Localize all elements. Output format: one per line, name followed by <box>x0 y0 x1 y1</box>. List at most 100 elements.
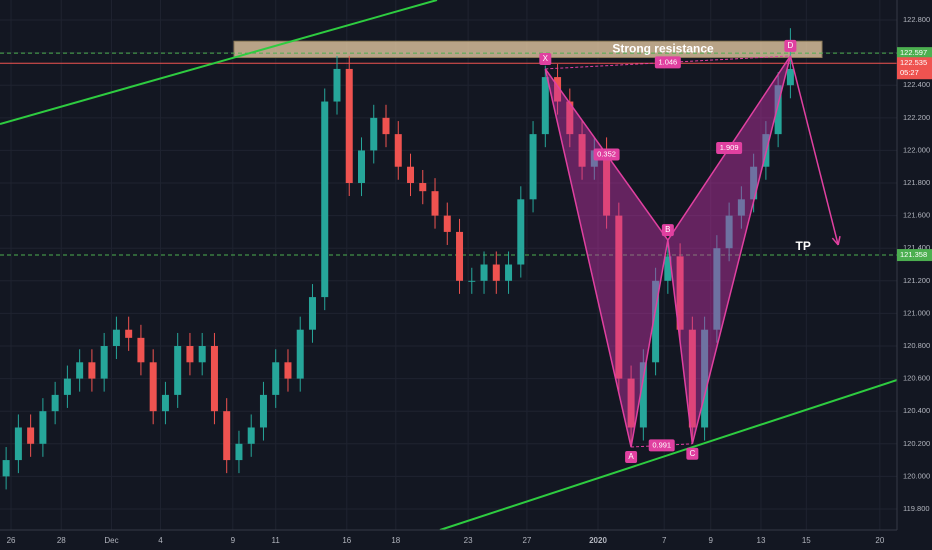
point-label: X <box>543 54 549 63</box>
price-label: 122.597 <box>900 48 927 57</box>
price-label: 121.358 <box>900 250 927 259</box>
y-tick-label: 121.600 <box>903 211 930 220</box>
candle-body <box>480 264 488 281</box>
point-label: C <box>689 449 695 458</box>
y-tick-label: 120.600 <box>903 374 930 383</box>
x-tick-label: 9 <box>231 536 236 545</box>
candle-body <box>688 329 696 428</box>
candle-body <box>468 280 476 282</box>
price-label-box <box>897 47 932 60</box>
candle-body <box>333 68 341 102</box>
candle-body <box>554 77 562 102</box>
target-arrow <box>789 55 839 246</box>
candle-body <box>284 362 292 379</box>
price-label-box <box>897 57 932 80</box>
candle-body <box>161 394 169 412</box>
arrow-head <box>831 237 839 246</box>
x-tick-label: Dec <box>104 536 118 545</box>
candle-body <box>63 378 71 395</box>
candle-body <box>137 337 145 363</box>
candle-body <box>100 345 108 379</box>
candle-body <box>541 77 549 135</box>
candle-body <box>443 215 451 232</box>
x-tick-label: 28 <box>57 536 66 545</box>
point-box <box>686 447 699 460</box>
candle-body <box>357 150 365 184</box>
candle-body <box>407 166 415 184</box>
candle-body <box>750 166 758 200</box>
candle-body <box>456 231 464 281</box>
candle-body <box>419 183 427 192</box>
candle-body <box>394 134 402 167</box>
x-tick-label: 13 <box>757 536 766 545</box>
candle-body <box>345 68 353 184</box>
candle-body <box>492 264 500 281</box>
candle-body <box>774 85 782 135</box>
trend-line <box>439 379 898 531</box>
y-tick-label: 120.400 <box>903 406 930 415</box>
candle-body <box>639 362 647 428</box>
candle-body <box>321 101 329 298</box>
candle-body <box>88 362 96 379</box>
ratio-box <box>593 148 620 161</box>
ratio-label: 0.352 <box>597 149 616 158</box>
candle-body <box>272 362 280 395</box>
candle-body <box>701 329 709 428</box>
x-tick-label: 23 <box>464 536 473 545</box>
candle-body <box>517 199 525 265</box>
candle-body <box>382 117 390 135</box>
x-tick-label: 18 <box>391 536 400 545</box>
candle-body <box>713 248 721 330</box>
point-box <box>661 224 674 237</box>
x-tick-label: 7 <box>662 536 667 545</box>
candle-body <box>578 134 586 167</box>
candle-body <box>247 427 255 444</box>
point-label: B <box>665 225 670 234</box>
resistance-label: Strong resistance <box>612 42 714 56</box>
candle-body <box>2 460 10 477</box>
plot <box>0 28 897 490</box>
candle-body <box>627 378 635 428</box>
grid <box>0 0 897 530</box>
point-label: A <box>628 452 634 461</box>
candle-body <box>27 427 35 444</box>
ratio-box <box>654 56 681 69</box>
candle-body <box>529 134 537 200</box>
resistance-zone <box>233 40 823 59</box>
candle-body <box>186 345 194 363</box>
candle-body <box>39 411 47 444</box>
ratio-label: 1.046 <box>658 57 677 66</box>
x-tick-label: 27 <box>522 536 531 545</box>
candle-body <box>235 443 243 461</box>
y-tick-label: 119.800 <box>903 504 930 513</box>
candle-body <box>112 329 120 346</box>
x-tick-label: 4 <box>158 536 163 545</box>
time-axis <box>0 530 897 550</box>
candle-body <box>786 68 794 86</box>
y-tick-label: 121.400 <box>903 243 930 252</box>
price-label: 122.535 <box>900 58 927 67</box>
y-tick-label: 121.200 <box>903 276 930 285</box>
y-tick-label: 120.800 <box>903 341 930 350</box>
candle-body <box>223 411 231 461</box>
y-tick-label: 122.800 <box>903 15 930 24</box>
y-tick-label: 122.400 <box>903 80 930 89</box>
x-tick-label: 2020 <box>589 536 607 545</box>
candle-body <box>51 394 59 412</box>
y-tick-label: 122.000 <box>903 145 930 154</box>
x-tick-label: 11 <box>272 536 281 545</box>
y-tick-label: 120.000 <box>903 471 930 480</box>
y-tick-label: 120.200 <box>903 439 930 448</box>
x-tick-label: 16 <box>342 536 351 545</box>
annotations: Strong resistance 0.352 1.046 1.909 0.991 X A B… <box>539 39 841 464</box>
candle-body <box>566 101 574 135</box>
candle-body <box>296 329 304 379</box>
candle-body <box>14 427 22 461</box>
ratio-box <box>716 141 743 154</box>
candle-body <box>505 264 513 281</box>
ratio-label: 1.909 <box>720 143 739 152</box>
price-label-box <box>897 249 932 262</box>
candle-body <box>737 199 745 216</box>
y-tick-label: 122.200 <box>903 113 930 122</box>
